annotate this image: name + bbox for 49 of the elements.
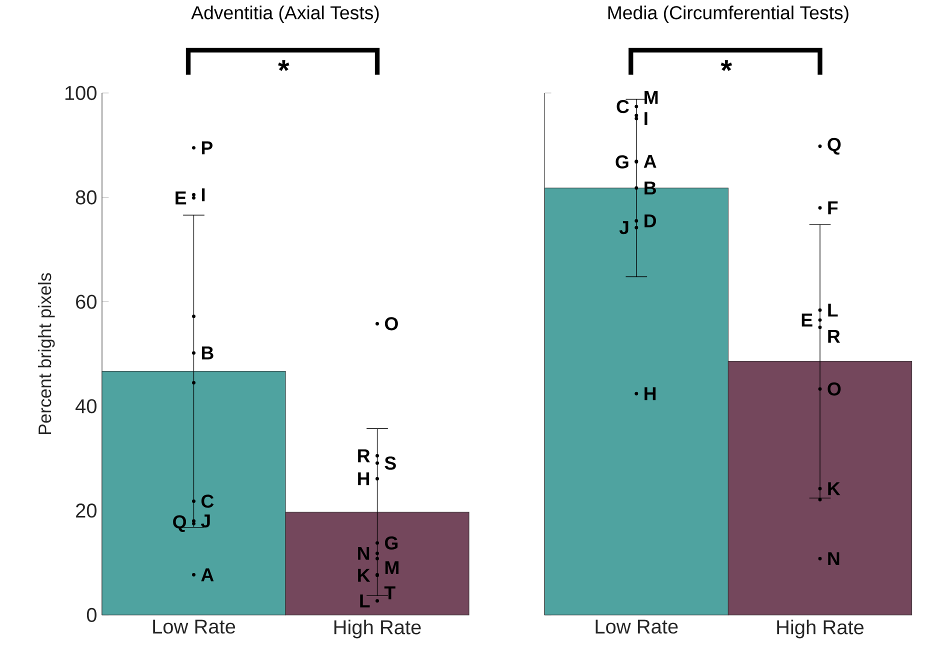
y-tick-label: 0 xyxy=(86,608,97,622)
data-label: E xyxy=(176,191,186,204)
data-label: M xyxy=(385,561,398,574)
chart-title: Adventitia (Axial Tests) xyxy=(191,6,379,24)
data-label: G xyxy=(384,536,398,550)
x-tick-label: Low Rate xyxy=(596,620,678,634)
y-axis-title: Percent bright pixels xyxy=(38,273,55,434)
y-tick-label: 20 xyxy=(76,504,96,518)
data-label: D xyxy=(644,214,656,228)
data-label: Q xyxy=(828,138,841,155)
data-label: O xyxy=(384,317,398,330)
data-label: R xyxy=(358,449,370,462)
x-tick-label: High Rate xyxy=(777,620,864,638)
y-tick-label: 80 xyxy=(76,190,96,204)
data-label: E xyxy=(802,314,812,326)
y-tick-label: 100 xyxy=(65,86,96,100)
data-label: O xyxy=(828,382,841,396)
data-label: A xyxy=(201,568,214,582)
data-label: Q xyxy=(173,515,186,532)
data-label: J xyxy=(200,514,210,528)
data-label: K xyxy=(358,568,370,582)
data-label: I xyxy=(202,188,205,202)
text: * xyxy=(720,60,732,72)
data-label: N xyxy=(358,546,370,560)
chart-title: Media (Circumferential Tests) xyxy=(608,6,848,24)
data-label: L xyxy=(360,594,370,608)
data-label: C xyxy=(201,494,214,508)
data-label: H xyxy=(358,472,370,486)
data-label: T xyxy=(384,586,396,600)
data-label: G xyxy=(616,155,628,169)
data-label: A xyxy=(644,154,656,168)
y-tick-label: 40 xyxy=(76,399,96,414)
data-label: R xyxy=(828,330,840,343)
data-label: P xyxy=(202,141,213,154)
data-label: S xyxy=(384,456,396,470)
data-label: F xyxy=(828,201,838,214)
data-label: H xyxy=(644,387,656,400)
data-label: K xyxy=(828,482,840,496)
data-label: B xyxy=(202,346,214,360)
data-label: J xyxy=(619,221,628,234)
text: * xyxy=(278,60,290,72)
x-tick-label: Low Rate xyxy=(153,620,236,634)
data-label: L xyxy=(828,304,838,317)
data-label: I xyxy=(644,112,648,125)
y-tick-label: 60 xyxy=(76,294,96,309)
x-tick-label: High Rate xyxy=(334,620,421,638)
data-label: M xyxy=(644,91,658,104)
data-label: N xyxy=(828,552,840,566)
data-label: C xyxy=(616,100,629,114)
